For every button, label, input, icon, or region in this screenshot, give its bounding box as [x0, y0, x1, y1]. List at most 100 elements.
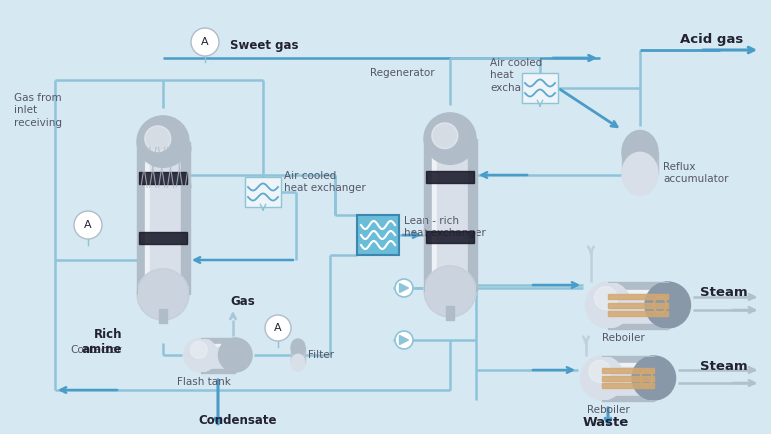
Ellipse shape [218, 338, 252, 372]
Bar [608, 293, 668, 298]
Bar [608, 301, 668, 306]
Ellipse shape [594, 286, 617, 309]
Circle shape [395, 331, 413, 349]
Text: Lean - rich
heat exchanger: Lean - rich heat exchanger [404, 216, 486, 238]
Bar [173, 141, 177, 294]
Text: Regenerator: Regenerator [370, 68, 435, 78]
Bar [602, 367, 654, 371]
Bar [145, 141, 148, 294]
Bar [608, 311, 668, 316]
Bar [158, 141, 161, 294]
Bar [608, 282, 668, 286]
Bar [608, 309, 668, 313]
Text: Waste: Waste [583, 415, 629, 428]
Bar [200, 341, 235, 344]
Bar [150, 141, 153, 294]
Bar [181, 141, 184, 294]
Text: Filter: Filter [308, 350, 334, 360]
Bar [446, 306, 454, 320]
Bar [168, 141, 171, 294]
Bar [137, 141, 140, 294]
Text: Steam: Steam [700, 359, 748, 372]
Text: Condensate: Condensate [198, 414, 277, 427]
Polygon shape [399, 335, 409, 345]
Ellipse shape [589, 360, 611, 382]
Bar [200, 352, 235, 355]
Bar [602, 381, 654, 386]
Bar [357, 215, 399, 255]
Text: Reboiler: Reboiler [587, 405, 629, 415]
Bar [437, 138, 440, 291]
Bar [200, 338, 235, 341]
Ellipse shape [432, 123, 458, 148]
Bar [245, 177, 281, 207]
Ellipse shape [291, 354, 305, 371]
Text: Reflux
accumulator: Reflux accumulator [663, 162, 729, 184]
Bar [426, 138, 429, 291]
Bar [139, 232, 187, 244]
Polygon shape [399, 283, 409, 293]
Text: Air cooled
heat exchanger: Air cooled heat exchanger [284, 171, 365, 193]
Ellipse shape [632, 356, 675, 400]
Bar [455, 138, 458, 291]
Bar [453, 138, 456, 291]
Bar [608, 302, 668, 308]
Bar [291, 347, 305, 362]
Bar [434, 138, 437, 291]
Bar [608, 297, 668, 302]
Bar [426, 171, 474, 183]
Bar [200, 349, 235, 353]
Bar [200, 346, 235, 350]
Bar [200, 369, 235, 372]
Bar [200, 355, 235, 358]
Text: Flash tank: Flash tank [177, 377, 231, 387]
Bar [445, 138, 448, 291]
Text: A: A [274, 323, 282, 333]
Bar [468, 138, 471, 291]
Bar [608, 294, 668, 299]
Ellipse shape [291, 339, 305, 356]
Bar [139, 172, 187, 184]
Bar [458, 138, 461, 291]
Text: Reboiler: Reboiler [601, 333, 645, 343]
Ellipse shape [581, 356, 624, 400]
Ellipse shape [145, 126, 171, 151]
Bar [176, 141, 179, 294]
Bar [200, 361, 235, 364]
Text: Rich
amine: Rich amine [82, 328, 122, 356]
Bar [160, 141, 163, 294]
Bar [602, 360, 654, 364]
Bar [602, 375, 654, 381]
Bar [155, 141, 158, 294]
Text: Steam: Steam [700, 286, 748, 299]
Bar [200, 344, 235, 347]
Bar [140, 141, 143, 294]
Bar [608, 316, 668, 321]
Bar [608, 286, 668, 290]
Bar [602, 371, 654, 375]
Ellipse shape [622, 131, 658, 174]
Text: Gas: Gas [230, 295, 254, 308]
Circle shape [191, 28, 219, 56]
Bar [187, 141, 190, 294]
Bar [471, 138, 474, 291]
Bar [153, 141, 156, 294]
Bar [200, 364, 235, 367]
Bar [291, 347, 294, 362]
Bar [608, 305, 668, 309]
Bar [602, 393, 654, 397]
Bar [622, 152, 658, 174]
Bar [608, 320, 668, 325]
Text: Air cooled
heat
exchanger: Air cooled heat exchanger [490, 58, 545, 93]
Text: Contactor: Contactor [70, 345, 122, 355]
Bar [166, 141, 169, 294]
Ellipse shape [183, 338, 217, 372]
Bar [200, 366, 235, 370]
Text: Sweet gas: Sweet gas [230, 39, 298, 53]
Bar [171, 141, 174, 294]
Bar [450, 138, 453, 291]
Bar [602, 396, 654, 401]
Bar [183, 141, 187, 294]
Text: A: A [201, 37, 209, 47]
Circle shape [395, 279, 413, 297]
